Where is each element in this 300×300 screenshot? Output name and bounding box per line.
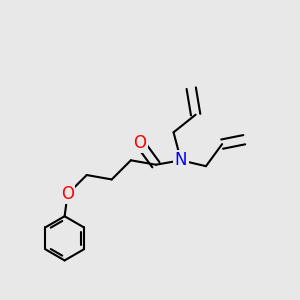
Text: O: O xyxy=(61,185,74,203)
Text: O: O xyxy=(133,134,146,152)
Text: N: N xyxy=(175,151,187,169)
